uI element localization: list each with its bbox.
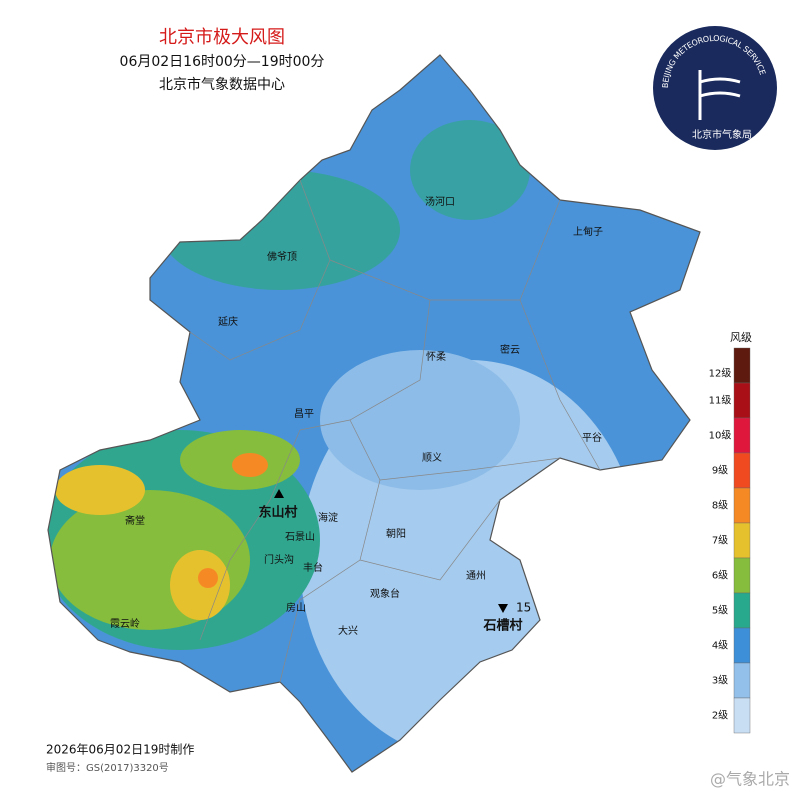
place-label: 汤河口: [425, 195, 455, 208]
place-label: 通州: [466, 570, 486, 582]
legend-swatch: [733, 487, 751, 524]
field-gale: [170, 550, 230, 620]
legend-swatch: [733, 627, 751, 664]
place-label: 丰台: [303, 561, 323, 574]
place-label: 石槽村: [482, 618, 522, 634]
place-label: 延庆: [218, 315, 238, 328]
legend-label: 3级: [712, 675, 728, 687]
legend-label: 8级: [712, 500, 728, 512]
district-lines: [189, 179, 601, 683]
legend-label: 9级: [712, 465, 728, 477]
place-label: 霞云岭: [110, 617, 140, 630]
place-label: 石景山: [285, 531, 315, 543]
logo: BEIJING METEOROLOGICAL SERVICE 北京市气象局: [653, 26, 777, 150]
place-label: 朝阳: [386, 528, 406, 540]
legend-label: 6级: [712, 570, 728, 582]
legend-label: 7级: [712, 535, 728, 547]
legend: 12级 11级 10级 9级 8级 7级 6级 5级 4级 3级 2级: [709, 347, 751, 734]
field-moderate: [410, 120, 530, 220]
legend-swatch: [733, 452, 751, 489]
logo-disc: [653, 26, 777, 150]
place-label: 佛爷顶: [267, 250, 297, 263]
place-label: 顺义: [422, 452, 442, 464]
legend-swatch: [733, 662, 751, 699]
legend-title: 风级: [730, 331, 752, 344]
boundary: [47, 54, 701, 773]
footer-made: 2026年06月02日19时制作: [46, 743, 194, 757]
place-label: 门头沟: [264, 553, 294, 566]
title: 北京市极大风图: [159, 27, 285, 48]
station-marker: [498, 604, 508, 613]
place-label: 平谷: [582, 432, 602, 444]
legend-swatch: [733, 697, 751, 734]
footer-approval: 审图号：GS(2017)3320号: [46, 761, 169, 774]
place-label: 东山村: [258, 505, 297, 521]
place-label: 房山: [286, 601, 306, 614]
place-label: 上甸子: [573, 225, 603, 238]
field-storm: [198, 568, 218, 588]
legend-swatch: [733, 417, 751, 454]
field-storm: [232, 453, 268, 477]
legend-swatch: [733, 347, 751, 384]
legend-label: 12级: [709, 368, 732, 380]
watermark: @气象北京: [710, 770, 790, 789]
station-marker: [274, 489, 284, 498]
station-value: 15: [516, 601, 531, 615]
period: 06月02日16时00分—19时00分: [120, 54, 325, 70]
legend-swatch: [733, 557, 751, 594]
legend-label: 2级: [712, 710, 728, 722]
legend-label: 11级: [709, 395, 732, 407]
logo-mark: [698, 70, 741, 120]
field-weak: [320, 350, 520, 490]
legend-label: 4级: [712, 640, 728, 652]
legend-swatch: [733, 522, 751, 559]
logo-name: 北京市气象局: [692, 128, 752, 141]
legend-label: 10级: [709, 430, 732, 442]
place-label: 斋堂: [125, 514, 145, 527]
place-label: 观象台: [370, 587, 400, 600]
place-label: 怀柔: [426, 351, 446, 363]
field-gale: [55, 465, 145, 515]
legend-swatch: [733, 382, 751, 419]
place-label: 昌平: [294, 408, 314, 420]
place-label: 密云: [500, 343, 520, 356]
place-label: 海淀: [318, 511, 338, 524]
legend-swatch: [733, 592, 751, 629]
source: 北京市气象数据中心: [159, 76, 285, 93]
place-label: 大兴: [338, 624, 358, 637]
legend-label: 5级: [712, 605, 728, 617]
